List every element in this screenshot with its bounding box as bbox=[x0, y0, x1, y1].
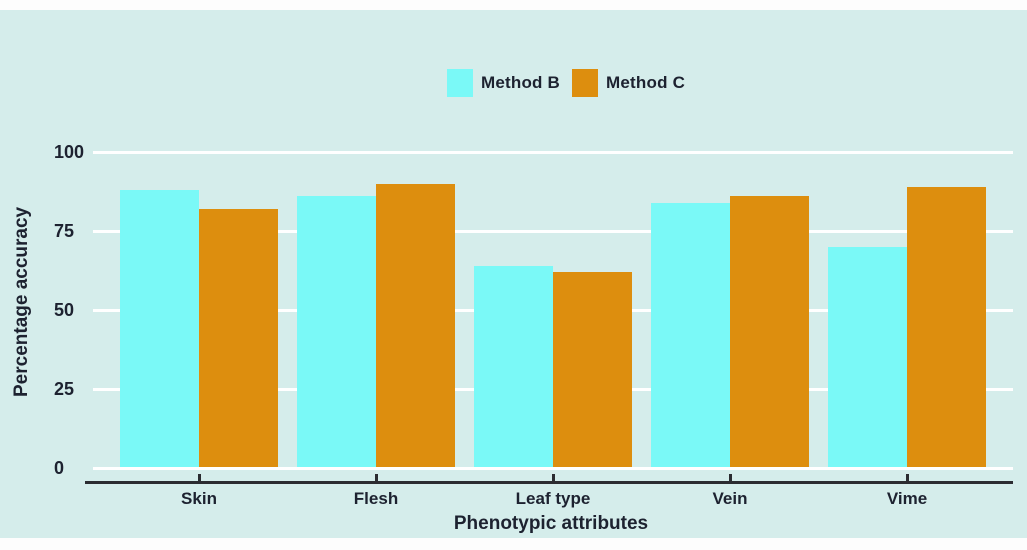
y-tick-label-75: 75 bbox=[54, 221, 75, 241]
x-axis-title: Phenotypic attributes bbox=[453, 513, 649, 534]
y-tick-label-50: 50 bbox=[54, 300, 75, 320]
legend: Method B Method C bbox=[447, 69, 685, 97]
bar-vein-method-c bbox=[730, 196, 809, 468]
bar-skin-method-c bbox=[199, 208, 278, 468]
x-category-label-flesh: Flesh bbox=[353, 489, 399, 508]
x-axis-line bbox=[85, 481, 1013, 484]
chart-panel: Method B Method C Percentage accuracy 0 2… bbox=[0, 10, 1027, 538]
x-category-label-skin: Skin bbox=[181, 489, 217, 508]
legend-label-method-c: Method C bbox=[606, 73, 686, 92]
bar-leaf-type-method-b bbox=[474, 265, 553, 468]
plot-area bbox=[93, 151, 1013, 470]
gridline-100 bbox=[93, 151, 1013, 154]
y-tick-label-0: 0 bbox=[54, 458, 65, 478]
x-category-label-leaf-type: Leaf type bbox=[515, 489, 591, 508]
x-tick-vein bbox=[729, 474, 732, 483]
legend-swatch-method-b bbox=[447, 69, 473, 97]
bar-leaf-type-method-c bbox=[553, 272, 632, 468]
gridline-75 bbox=[93, 230, 1013, 233]
bar-skin-method-b bbox=[120, 189, 199, 468]
x-tick-vime bbox=[906, 474, 909, 483]
bar-flesh-method-c bbox=[376, 183, 455, 468]
bar-vime-method-b bbox=[828, 246, 907, 468]
gridline-0 bbox=[93, 467, 1013, 470]
y-tick-label-25: 25 bbox=[54, 379, 75, 399]
x-category-label-vein: Vein bbox=[712, 489, 748, 508]
legend-label-method-b: Method B bbox=[481, 73, 561, 92]
y-tick-label-100: 100 bbox=[54, 142, 85, 162]
bar-vime-method-c bbox=[907, 186, 986, 468]
x-tick-skin bbox=[198, 474, 201, 483]
y-axis-title: Percentage accuracy bbox=[11, 206, 32, 398]
x-category-label-vime: Vime bbox=[886, 489, 928, 508]
x-tick-leaf-type bbox=[552, 474, 555, 483]
legend-swatch-method-c bbox=[572, 69, 599, 97]
bar-flesh-method-b bbox=[297, 196, 376, 468]
x-tick-flesh bbox=[375, 474, 378, 483]
bar-vein-method-b bbox=[651, 202, 730, 468]
